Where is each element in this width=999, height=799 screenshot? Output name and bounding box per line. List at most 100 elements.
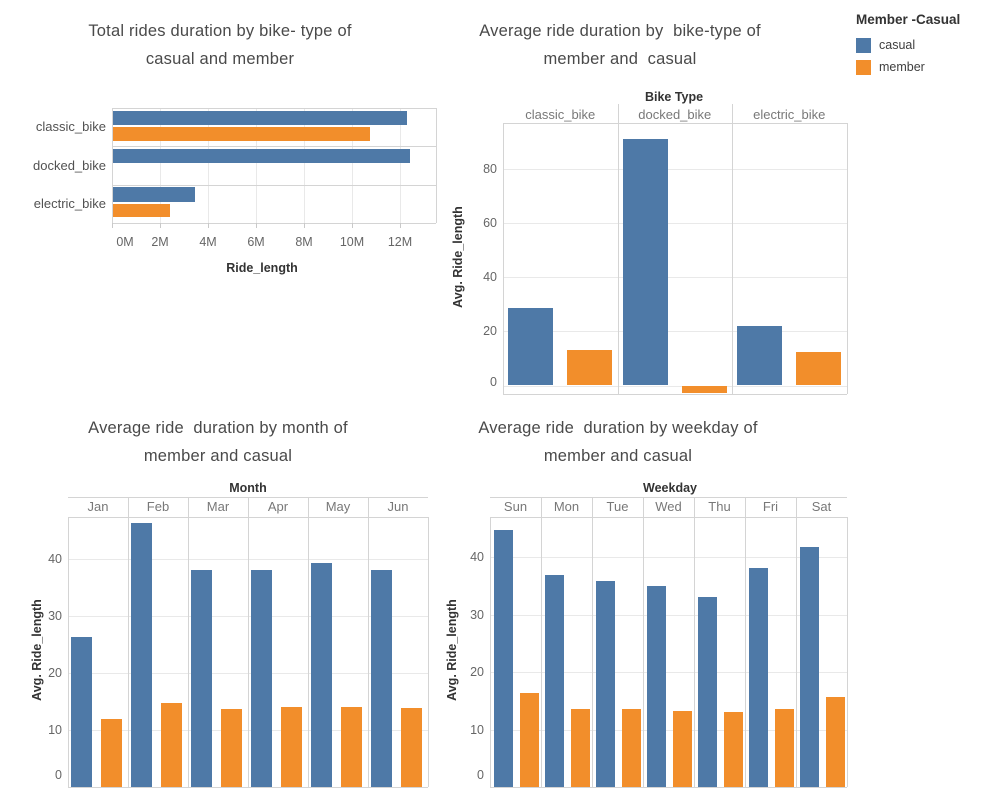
pane-separator: [796, 517, 797, 787]
bar-casual-Thu[interactable]: [697, 597, 717, 787]
column-field-label: Bike Type: [644, 90, 704, 104]
plot-border: [112, 223, 436, 224]
column-header-Jan: Jan: [87, 499, 109, 514]
bar-member-Mon[interactable]: [570, 708, 590, 787]
header-separator: [541, 497, 542, 517]
gridline: [160, 108, 161, 223]
chart-title-avg-by-bike-type: Average ride duration by bike-type of me…: [390, 17, 850, 73]
legend-item-member[interactable]: member: [856, 56, 998, 78]
gridline: [490, 614, 847, 616]
legend-item-label: member: [879, 60, 925, 74]
chart-title-line: member and casual: [143, 447, 293, 465]
bar-member-Feb[interactable]: [161, 703, 182, 787]
bar-casual-electric_bike[interactable]: [737, 325, 782, 386]
chart-title-total-by-bike-type: Total rides duration by bike- type of ca…: [0, 17, 440, 73]
bar-member-Tue[interactable]: [621, 708, 641, 787]
bar-casual-Fri[interactable]: [748, 567, 768, 787]
gridline: [490, 729, 847, 731]
bar-casual-classic_bike[interactable]: [112, 110, 408, 125]
bar-member-Sat[interactable]: [825, 696, 845, 787]
bar-member-Mar[interactable]: [221, 709, 242, 787]
bar-casual-Feb[interactable]: [131, 523, 152, 787]
pane-separator: [694, 517, 695, 787]
axis-tick: [304, 223, 305, 228]
plot-border: [503, 394, 847, 395]
bar-casual-electric_bike[interactable]: [112, 187, 195, 202]
column-header-electric_bike: electric_bike: [753, 107, 826, 122]
x-tick-label: 4M: [199, 235, 217, 249]
column-header-classic_bike: classic_bike: [525, 107, 596, 122]
bar-casual-Tue[interactable]: [595, 581, 615, 787]
bar-casual-Apr[interactable]: [251, 570, 272, 787]
bar-casual-docked_bike[interactable]: [112, 148, 410, 164]
row-separator: [112, 146, 436, 148]
bar-member-Jan[interactable]: [101, 718, 122, 787]
row-separator: [112, 184, 436, 186]
pane-separator: [188, 517, 189, 787]
y-tick-label: 60: [483, 215, 497, 230]
bar-casual-classic_bike[interactable]: [508, 308, 553, 386]
pane-separator: [732, 123, 733, 394]
column-header-Mon: Mon: [553, 499, 580, 514]
axis-tick: [400, 223, 401, 228]
x-tick-label: 0M: [116, 235, 134, 249]
plot-border: [503, 123, 847, 124]
bar-casual-docked_bike[interactable]: [622, 138, 668, 386]
bar-casual-Sun[interactable]: [493, 529, 513, 787]
plot-border: [490, 517, 491, 787]
pane-separator: [745, 517, 746, 787]
bar-member-Jun[interactable]: [401, 707, 422, 787]
y-tick-label: 10: [470, 722, 484, 737]
header-separator: [368, 497, 369, 517]
gridline: [400, 108, 401, 223]
bar-casual-May[interactable]: [311, 562, 332, 787]
bar-member-Sun[interactable]: [519, 693, 539, 787]
header-separator: [643, 497, 644, 517]
gridline: [352, 108, 353, 223]
row-label-classic_bike: classic_bike: [35, 119, 106, 135]
column-header-docked_bike: docked_bike: [638, 107, 712, 122]
column-field-label: Weekday: [643, 481, 697, 495]
gridline: [503, 331, 847, 333]
x-tick-label: 6M: [247, 235, 265, 249]
row-label-docked_bike: docked_bike: [33, 157, 106, 173]
bar-casual-Sat[interactable]: [799, 547, 819, 787]
y-tick-label: 10: [48, 723, 62, 737]
bar-casual-Jun[interactable]: [371, 570, 392, 787]
bar-casual-Jan[interactable]: [71, 637, 92, 787]
header-separator: [796, 497, 797, 517]
legend-item-casual[interactable]: casual: [856, 34, 998, 56]
pane-separator: [643, 517, 644, 787]
bar-member-Wed[interactable]: [672, 711, 692, 787]
bar-member-electric_bike[interactable]: [796, 352, 841, 386]
gridline: [256, 108, 257, 223]
column-header-Tue: Tue: [606, 499, 629, 514]
legend-swatch-casual-icon: [856, 37, 871, 53]
bar-casual-Mon[interactable]: [544, 574, 564, 787]
axis-tick: [256, 223, 257, 228]
plot-border: [436, 108, 437, 223]
header-separator: [745, 497, 746, 517]
column-header-Sat: Sat: [811, 499, 832, 514]
bar-member-docked_bike[interactable]: [681, 385, 727, 393]
gridline: [503, 222, 847, 224]
header-separator: [694, 497, 695, 517]
bar-member-May[interactable]: [341, 707, 362, 787]
plot-border: [847, 517, 848, 787]
gridline: [208, 108, 209, 223]
y-tick-label: 40: [470, 550, 484, 564]
bar-member-classic_bike[interactable]: [567, 350, 612, 386]
bar-member-electric_bike[interactable]: [112, 203, 170, 218]
bar-casual-Mar[interactable]: [191, 570, 212, 787]
bar-member-Thu[interactable]: [723, 712, 743, 787]
row-label-electric_bike: electric_bike: [33, 195, 106, 211]
gridline: [503, 385, 847, 387]
gridline: [503, 277, 847, 279]
bar-member-Fri[interactable]: [774, 708, 794, 787]
bar-member-Apr[interactable]: [281, 707, 302, 787]
bar-casual-Wed[interactable]: [646, 585, 666, 787]
header-separator: [732, 104, 733, 123]
bar-member-classic_bike[interactable]: [112, 127, 370, 141]
